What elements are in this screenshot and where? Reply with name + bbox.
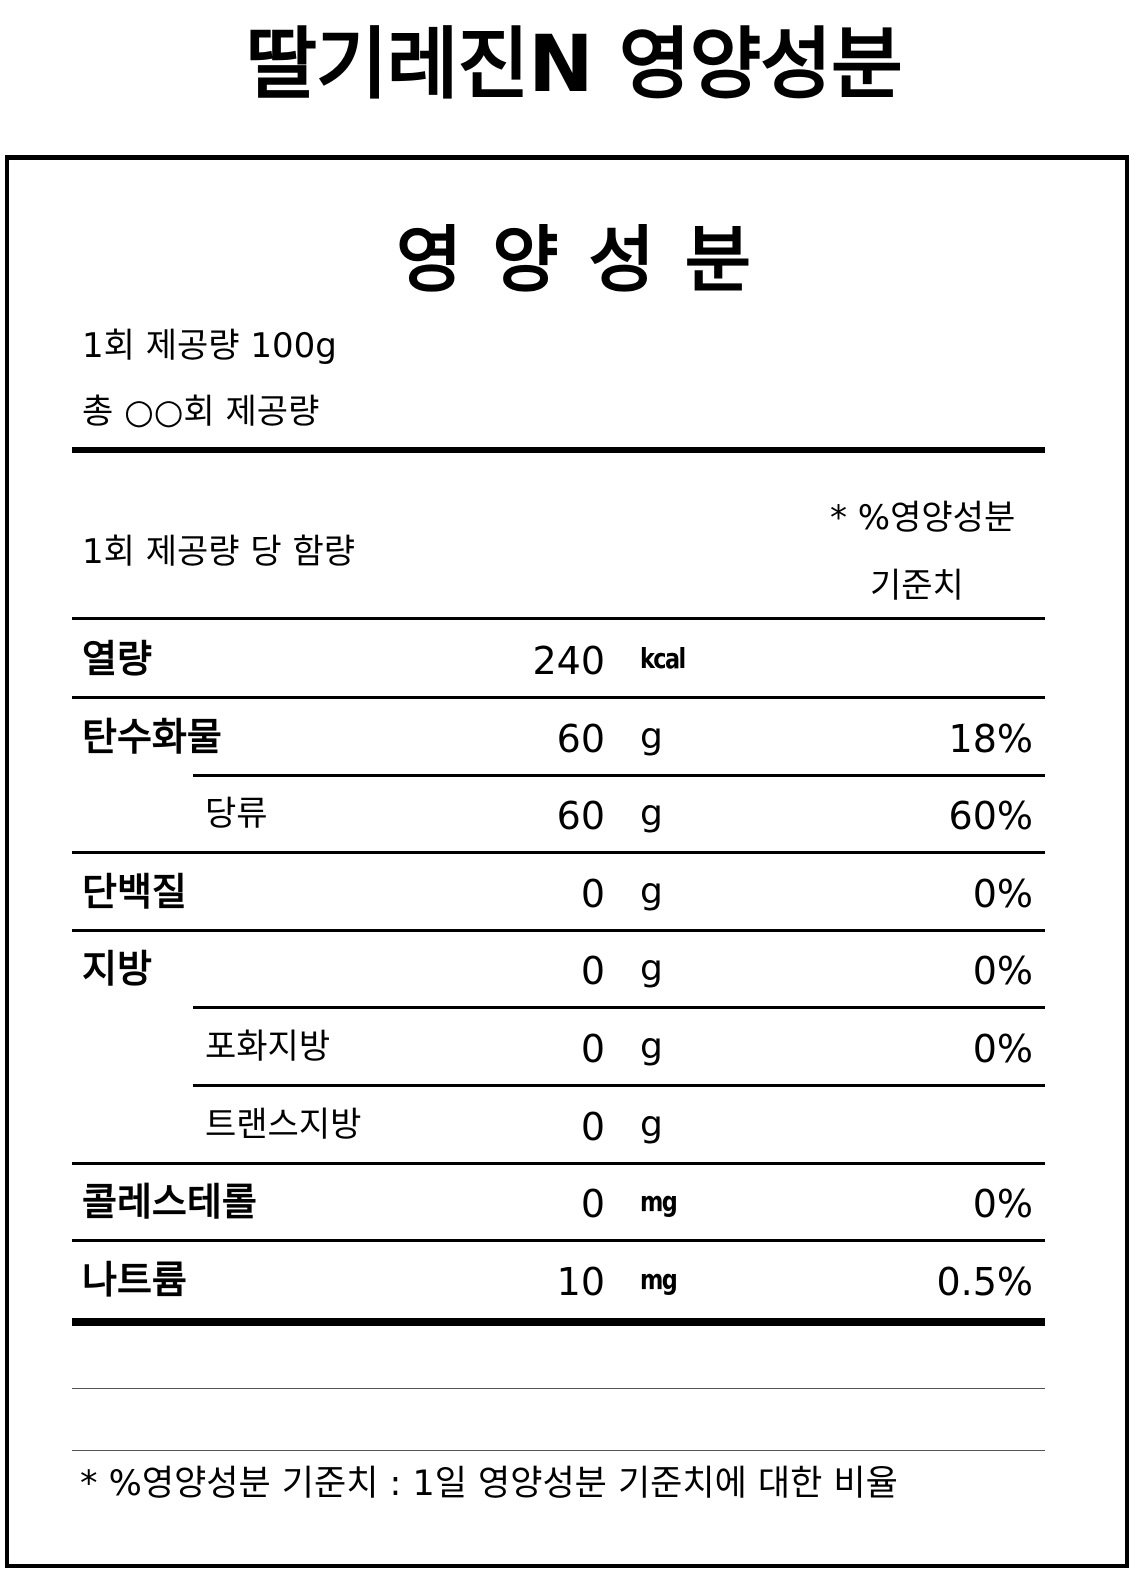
nutrient-unit: g — [640, 715, 663, 757]
nutrient-unit: g — [640, 793, 663, 835]
row-divider — [72, 851, 1045, 855]
nutrient-amount: 0 — [580, 1104, 605, 1149]
nutrient-amount: 0 — [580, 1027, 605, 1071]
nutrient-name: 콜레스테롤 — [82, 1180, 257, 1225]
nutrition-label-box — [5, 155, 1129, 1568]
nutrient-amount: 10 — [556, 1259, 605, 1304]
servings-total: 총 ○○회 제공량 — [82, 392, 320, 432]
header-divider — [72, 617, 1045, 620]
nutrient-amount: 240 — [532, 639, 605, 683]
nutrient-name: 당류 — [205, 794, 268, 835]
row-divider — [193, 1006, 1045, 1010]
nutrient-unit: kcal — [640, 642, 686, 675]
per-serving-header: 1회 제공량 당 함량 — [82, 532, 356, 572]
nutrient-daily-value: 0% — [972, 871, 1033, 916]
nutrient-unit: g — [640, 948, 663, 990]
nutrient-name: 단백질 — [82, 869, 187, 914]
serving-size: 1회 제공량 100g — [82, 326, 337, 366]
nutrient-name: 탄수화물 — [82, 714, 222, 759]
divider — [72, 1388, 1045, 1389]
page-title: 딸기레진N 영양성분 — [245, 20, 903, 110]
nutrient-daily-value: 60% — [948, 794, 1033, 839]
daily-value-header: * %영양성분 — [830, 498, 1016, 538]
bottom-thick-divider — [72, 1318, 1045, 1326]
nutrient-amount: 60 — [556, 716, 605, 761]
nutrient-daily-value: 0% — [972, 949, 1033, 994]
row-divider — [72, 928, 1045, 932]
daily-value-header-2: 기준치 — [870, 566, 964, 606]
nutrient-row: 당류 60 g 60% — [0, 775, 1147, 855]
nutrient-row: 열량 240 kcal — [0, 620, 1147, 699]
nutrient-unit: g — [640, 1103, 663, 1145]
nutrient-name: 트랜스지방 — [205, 1104, 362, 1145]
divider — [72, 1450, 1045, 1451]
row-divider — [72, 1239, 1045, 1243]
nutrient-name: 포화지방 — [205, 1027, 331, 1067]
nutrient-daily-value: 0% — [972, 1182, 1033, 1227]
nutrient-amount: 0 — [580, 949, 605, 994]
label-title: 영양성분 — [396, 218, 781, 302]
nutrient-name: 열량 — [82, 637, 152, 681]
nutrient-row: 지방 0 g 0% — [0, 930, 1147, 1010]
nutrient-daily-value: 0% — [972, 1027, 1033, 1071]
nutrient-unit: g — [640, 870, 663, 912]
nutrient-unit: mg — [640, 1185, 678, 1219]
nutrient-row: 트랜스지방 0 g — [0, 1086, 1147, 1165]
footnote: * %영양성분 기준치 : 1일 영양성분 기준치에 대한 비율 — [80, 1464, 898, 1504]
row-divider — [72, 696, 1045, 699]
row-divider — [193, 773, 1045, 777]
nutrient-row: 나트륨 10 mg 0.5% — [0, 1241, 1147, 1318]
nutrient-amount: 0 — [580, 1182, 605, 1227]
nutrient-row: 콜레스테롤 0 mg 0% — [0, 1163, 1147, 1243]
nutrient-amount: 0 — [580, 871, 605, 916]
row-divider — [193, 1084, 1045, 1087]
nutrient-row: 단백질 0 g 0% — [0, 853, 1147, 932]
nutrient-amount: 60 — [556, 794, 605, 839]
thick-divider — [72, 447, 1045, 453]
row-divider — [72, 1161, 1045, 1165]
nutrient-daily-value: 18% — [948, 716, 1033, 761]
nutrient-row: 탄수화물 60 g 18% — [0, 698, 1147, 777]
nutrient-name: 나트륨 — [82, 1257, 187, 1302]
nutrient-row: 포화지방 0 g 0% — [0, 1008, 1147, 1087]
nutrient-unit: g — [640, 1026, 663, 1067]
nutrient-name: 지방 — [82, 947, 152, 992]
nutrient-daily-value: 0.5% — [936, 1259, 1033, 1304]
nutrient-unit: mg — [640, 1262, 678, 1296]
